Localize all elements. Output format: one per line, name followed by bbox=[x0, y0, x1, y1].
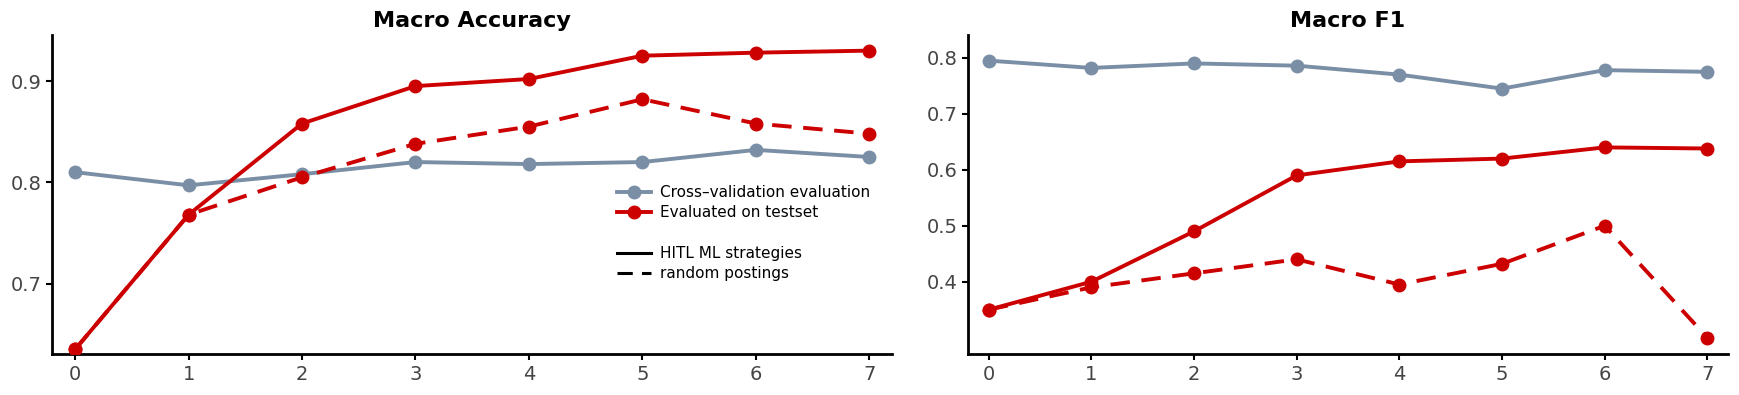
Title: Macro F1: Macro F1 bbox=[1290, 11, 1405, 31]
Legend: Cross–validation evaluation, Evaluated on testset, , HITL ML strategies, random : Cross–validation evaluation, Evaluated o… bbox=[610, 179, 876, 288]
Title: Macro Accuracy: Macro Accuracy bbox=[374, 11, 570, 31]
